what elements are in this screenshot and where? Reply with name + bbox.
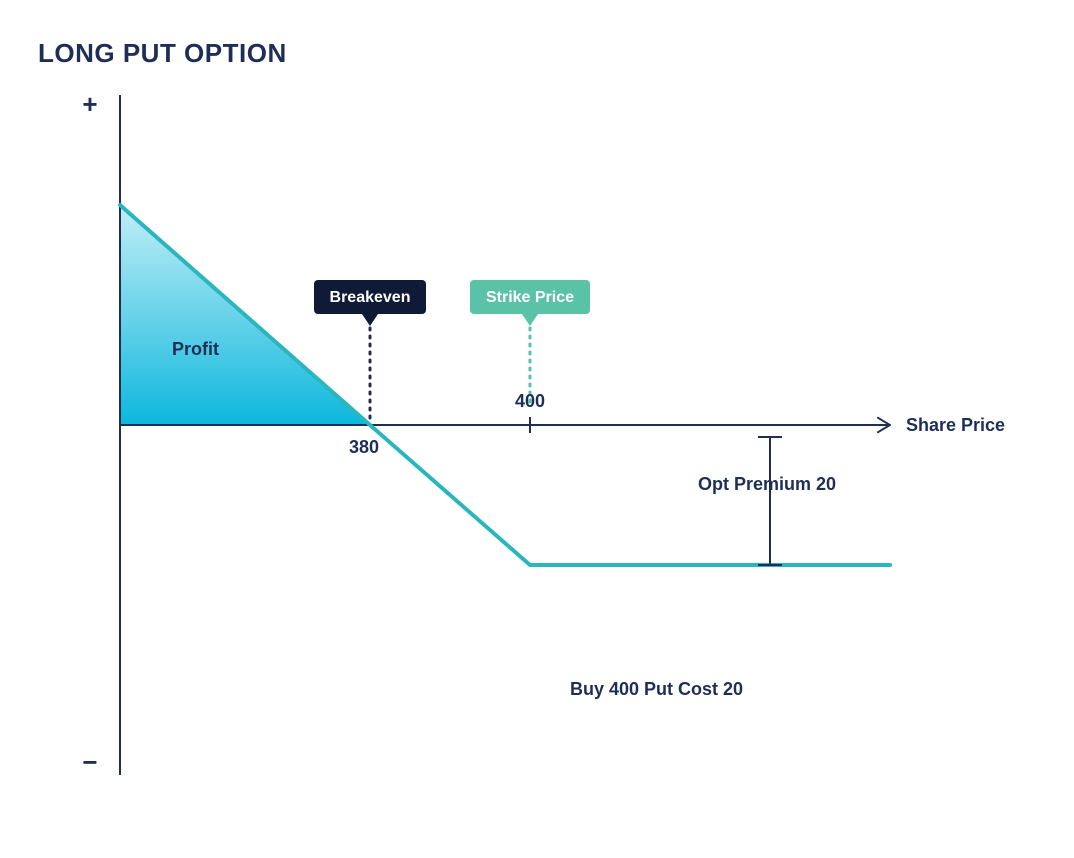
minus-label: − [82, 747, 97, 777]
plus-label: + [82, 89, 97, 119]
profit-label: Profit [172, 339, 219, 359]
chart-title: LONG PUT OPTION [38, 38, 287, 68]
breakeven-callout-label: Breakeven [330, 289, 411, 306]
strategy-note: Buy 400 Put Cost 20 [570, 679, 743, 699]
x-axis-label: Share Price [906, 415, 1005, 435]
breakeven-value: 380 [349, 437, 379, 457]
premium-label: Opt Premium 20 [698, 474, 836, 494]
strike-callout-label: Strike Price [486, 289, 574, 306]
strike-value: 400 [515, 391, 545, 411]
